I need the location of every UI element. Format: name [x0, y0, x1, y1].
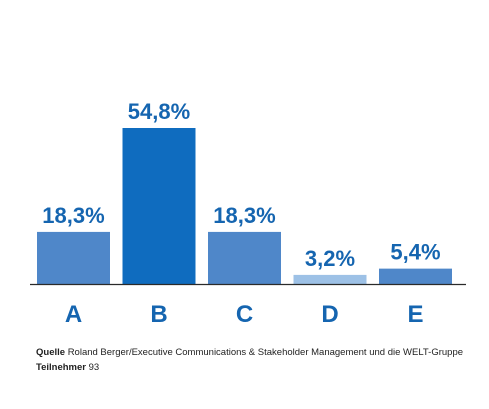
value-label-b: 54,8%: [128, 99, 190, 124]
source-line: Quelle Roland Berger/Executive Communica…: [36, 347, 463, 358]
bar-d: [293, 274, 367, 284]
bar-b: [122, 128, 196, 284]
bar-e: [379, 268, 452, 284]
value-label-a: 18,3%: [42, 203, 104, 228]
category-label-d: D: [321, 301, 338, 328]
value-label-c: 18,3%: [213, 203, 275, 228]
value-label-e: 5,4%: [390, 240, 440, 265]
bar-a: [37, 231, 110, 284]
participants-line: Teilnehmer 93: [36, 362, 99, 373]
value-label-d: 3,2%: [305, 246, 355, 271]
source-label: Quelle: [36, 347, 66, 358]
category-label-b: B: [150, 301, 167, 328]
category-label-c: C: [236, 301, 253, 328]
bar-c: [208, 231, 281, 284]
source-text: Roland Berger/Executive Communications &…: [67, 347, 464, 358]
category-label-a: A: [65, 301, 82, 328]
category-label-e: E: [407, 301, 423, 328]
participants-label: Teilnehmer: [36, 362, 86, 373]
participants-value: 93: [88, 362, 100, 373]
